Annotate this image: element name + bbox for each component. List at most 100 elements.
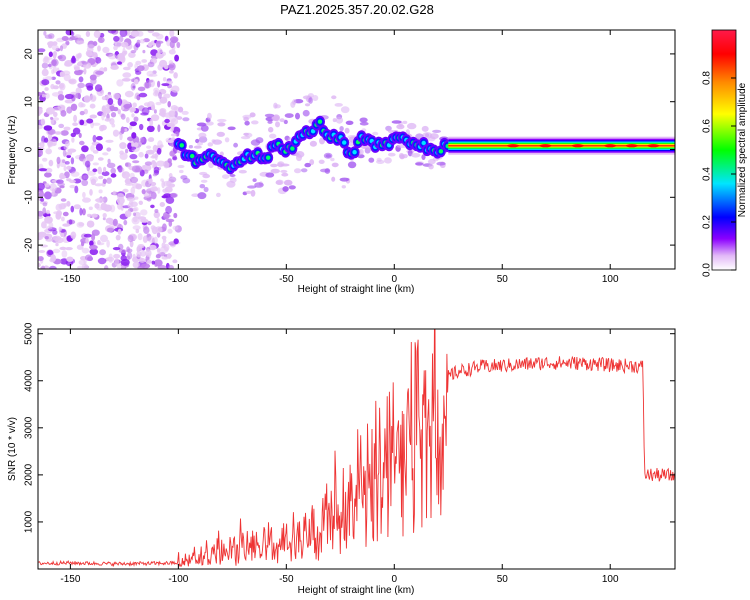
signal-halo <box>227 126 236 131</box>
snr-frame <box>37 328 676 570</box>
colorbar-tick-label: 0.0 <box>702 263 713 277</box>
noise-speckle <box>107 30 117 34</box>
signal-halo <box>344 127 350 134</box>
noise-speckle <box>98 189 103 194</box>
noise-speckle <box>172 225 179 231</box>
noise-speckle <box>99 125 105 132</box>
signal-halo <box>202 173 210 179</box>
colorbar-tick-label: 0.4 <box>702 167 713 181</box>
noise-speckle <box>167 101 171 108</box>
noise-speckle <box>148 73 158 77</box>
noise-speckle <box>103 107 111 114</box>
noise-speckle <box>86 155 94 162</box>
noise-speckle <box>65 40 70 46</box>
noise-speckle <box>173 72 178 79</box>
noise-speckle <box>70 157 75 165</box>
noise-speckle <box>89 74 97 81</box>
noise-speckle <box>57 94 65 101</box>
noise-speckle <box>167 158 172 164</box>
noise-speckle <box>44 34 53 39</box>
signal-halo <box>312 95 319 101</box>
noise-speckle <box>60 232 65 237</box>
noise-speckle <box>151 260 155 265</box>
signal-halo <box>339 177 350 182</box>
signal-halo <box>304 162 312 168</box>
colorbar-label: Normalized spectral amplitude <box>737 82 748 217</box>
noise-speckle <box>113 45 118 51</box>
noise-speckle <box>66 106 73 114</box>
noise-speckle <box>61 250 68 258</box>
signal-halo <box>181 110 189 115</box>
noise-speckle <box>124 210 132 218</box>
noise-speckle <box>156 217 160 224</box>
ridge-core <box>290 146 295 151</box>
signal-halo <box>384 157 392 164</box>
noise-speckle <box>88 206 93 211</box>
noise-speckle <box>64 161 70 165</box>
noise-speckle <box>83 95 91 103</box>
noise-speckle <box>99 32 105 38</box>
signal-halo <box>345 120 354 126</box>
noise-speckle <box>113 253 121 259</box>
noise-speckle <box>52 235 62 241</box>
noise-speckle <box>139 38 146 44</box>
signal-halo <box>275 179 284 185</box>
snr-panel: -150 -100 -50 0 50 100 1000 2000 3000 4000 5000 He… <box>7 322 676 596</box>
signal-halo <box>182 117 190 122</box>
signal-halo <box>270 168 280 174</box>
noise-speckle <box>62 159 66 164</box>
noise-speckle <box>60 110 67 117</box>
noise-speckle <box>73 66 80 71</box>
signal-halo <box>200 124 209 132</box>
noise-speckle <box>95 197 105 204</box>
noise-speckle <box>168 64 174 69</box>
snr-x-tick-label: 0 <box>392 574 398 585</box>
noise-speckle <box>156 232 161 238</box>
signal-halo <box>188 145 193 149</box>
noise-speckle <box>131 113 135 118</box>
noise-speckle <box>91 51 98 58</box>
noise-speckle <box>148 178 152 185</box>
noise-speckle <box>166 253 172 259</box>
noise-speckle <box>168 176 177 183</box>
signal-halo <box>206 121 214 126</box>
noise-speckle <box>91 229 100 236</box>
spectrogram-x-axis-label: Height of straight line (km) <box>298 284 415 295</box>
noise-speckle <box>97 242 105 246</box>
noise-speckle <box>161 180 165 189</box>
noise-speckle <box>130 30 140 37</box>
noise-speckle <box>63 145 69 150</box>
colorbar-tick-label: 0.2 <box>702 215 713 229</box>
signal-halo <box>207 112 212 120</box>
noise-speckle <box>117 228 122 235</box>
noise-speckle <box>161 83 170 87</box>
noise-speckle <box>140 112 149 116</box>
signal-halo <box>347 161 357 169</box>
noise-speckle <box>135 228 140 234</box>
noise-speckle <box>94 203 100 209</box>
signal-halo <box>222 174 230 180</box>
signal-halo <box>264 113 275 118</box>
noise-speckle <box>161 242 166 249</box>
ridge-core <box>190 153 195 159</box>
noise-speckle <box>86 118 94 124</box>
noise-speckle <box>137 86 146 92</box>
noise-speckle <box>102 178 107 184</box>
noise-speckle <box>153 87 160 94</box>
signal-halo <box>402 154 408 159</box>
noise-speckle <box>142 235 148 243</box>
noise-speckle <box>52 41 58 46</box>
noise-speckle <box>173 238 179 245</box>
noise-speckle <box>146 79 154 83</box>
signal-halo <box>427 136 436 142</box>
noise-speckle <box>97 37 105 43</box>
signal-halo <box>334 103 343 107</box>
noise-speckle <box>55 80 61 85</box>
noise-speckle <box>50 83 55 90</box>
noise-speckle <box>61 36 69 41</box>
noise-speckle <box>124 162 132 168</box>
noise-speckle <box>72 122 78 126</box>
signal-halo <box>177 164 185 169</box>
noise-speckle <box>73 114 78 123</box>
